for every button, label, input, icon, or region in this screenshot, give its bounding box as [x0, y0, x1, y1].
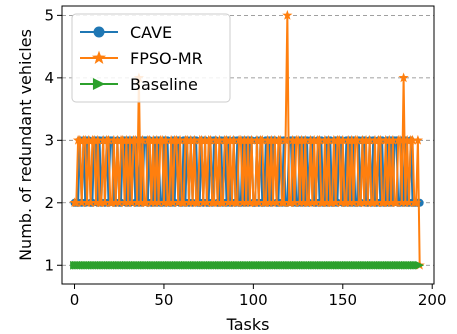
data-point: [351, 134, 363, 145]
data-point: [412, 134, 424, 145]
data-point: [99, 197, 111, 208]
legend-label: Baseline: [130, 75, 198, 94]
data-point: [253, 197, 264, 208]
data-point: [71, 197, 82, 208]
data-point: [371, 197, 382, 208]
data-point: [217, 197, 229, 208]
legend-marker: [91, 50, 107, 65]
data-point: [76, 197, 87, 208]
data-point: [314, 134, 325, 145]
legend-label: CAVE: [130, 23, 172, 42]
x-tick-label: 200: [418, 291, 447, 309]
data-point: [407, 134, 418, 145]
legend-item: Baseline: [80, 75, 198, 94]
data-point: [300, 134, 311, 145]
data-point: [140, 197, 152, 208]
data-point: [375, 134, 386, 145]
legend-box: [71, 13, 231, 103]
data-point: [282, 9, 293, 20]
data-point: [257, 134, 268, 145]
data-point: [126, 197, 137, 208]
data-point: [391, 197, 402, 208]
y-tick-label: 3: [44, 131, 54, 149]
data-point: [323, 134, 334, 145]
data-point: [114, 197, 125, 208]
legend-marker: [93, 26, 105, 38]
x-tick-label: 0: [70, 291, 80, 309]
data-point: [348, 197, 359, 208]
data-point: [92, 134, 103, 145]
data-point: [403, 197, 415, 208]
data-point: [280, 134, 291, 145]
data-point: [415, 260, 425, 270]
x-axis-label: Tasks: [226, 315, 270, 334]
data-point: [271, 197, 282, 208]
series-baseline: [70, 260, 425, 270]
data-point: [246, 134, 257, 145]
data-point: [394, 134, 406, 145]
data-point: [289, 197, 300, 208]
data-point: [85, 197, 96, 208]
data-point: [201, 197, 212, 208]
data-point: [137, 134, 148, 145]
y-tick-label: 4: [44, 69, 54, 87]
data-point: [364, 134, 375, 145]
data-point: [410, 197, 422, 208]
x-tick-label: 100: [239, 291, 268, 309]
series-line: [74, 14, 421, 266]
legend-item: CAVE: [80, 23, 172, 42]
data-point: [167, 197, 179, 208]
data-point: [232, 197, 243, 208]
data-point: [178, 197, 189, 208]
data-point: [228, 134, 239, 145]
legend-label: FPSO-MR: [130, 49, 203, 68]
data-point: [387, 134, 398, 145]
y-tick-label: 1: [44, 256, 54, 274]
data-point: [214, 134, 225, 145]
series-layer: [69, 9, 425, 270]
x-tick-label: 50: [154, 291, 173, 309]
data-point: [130, 134, 141, 145]
data-point: [310, 197, 322, 208]
legend: CAVE FPSO-MR Baseline: [71, 13, 231, 103]
data-point: [278, 197, 289, 208]
x-tick-label: 150: [328, 291, 357, 309]
data-point: [153, 197, 164, 208]
series-fpso-mr: [69, 9, 425, 270]
data-point: [103, 134, 114, 145]
data-point: [337, 134, 348, 145]
data-point: [205, 134, 216, 145]
data-point: [275, 134, 286, 145]
legend-marker: [92, 77, 106, 91]
legend-item: FPSO-MR: [80, 49, 203, 68]
data-point: [192, 197, 204, 208]
data-point: [174, 134, 186, 145]
data-point: [189, 134, 200, 145]
data-point: [398, 72, 409, 83]
y-tick-label: 5: [44, 6, 54, 24]
data-point: [160, 134, 171, 145]
y-tick-label: 2: [44, 194, 54, 212]
data-point: [330, 197, 341, 208]
y-axis-label: Numb. of redundant vehicles: [16, 29, 35, 261]
plot-frame: [61, 5, 435, 285]
